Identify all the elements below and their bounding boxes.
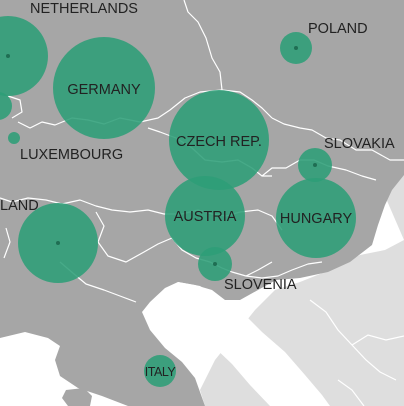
- bubble-luxembourg[interactable]: [8, 132, 20, 144]
- label-poland: POLAND: [308, 21, 368, 37]
- bubble-belgium-edge[interactable]: [0, 92, 12, 120]
- bubble-netherlands-west[interactable]: [0, 16, 48, 96]
- label-germany: GERMANY: [67, 82, 141, 98]
- label-slovenia: SLOVENIA: [224, 277, 297, 293]
- label-switzerland-partial: LAND: [0, 198, 39, 214]
- bubble-austria[interactable]: [165, 176, 245, 256]
- label-netherlands: NETHERLANDS: [30, 1, 138, 17]
- bubble-center-dots: [6, 46, 317, 266]
- bubbles: [0, 16, 356, 387]
- label-hungary: HUNGARY: [280, 211, 353, 227]
- island: [62, 388, 92, 406]
- label-luxembourg: LUXEMBOURG: [20, 147, 123, 163]
- bubble-italy[interactable]: [144, 355, 176, 387]
- bubble-germany[interactable]: [53, 37, 155, 139]
- label-austria: AUSTRIA: [174, 209, 237, 225]
- label-italy: ITALY: [145, 365, 177, 379]
- bubble-hungary[interactable]: [276, 178, 356, 258]
- eastern-borders: [309, 299, 404, 406]
- label-slovakia: SLOVAKIA: [324, 136, 395, 152]
- bubble-czech[interactable]: [169, 90, 269, 190]
- western-sea: [0, 332, 128, 406]
- adriatic-sea: [165, 282, 330, 406]
- label-czech: CZECH REP.: [176, 134, 262, 150]
